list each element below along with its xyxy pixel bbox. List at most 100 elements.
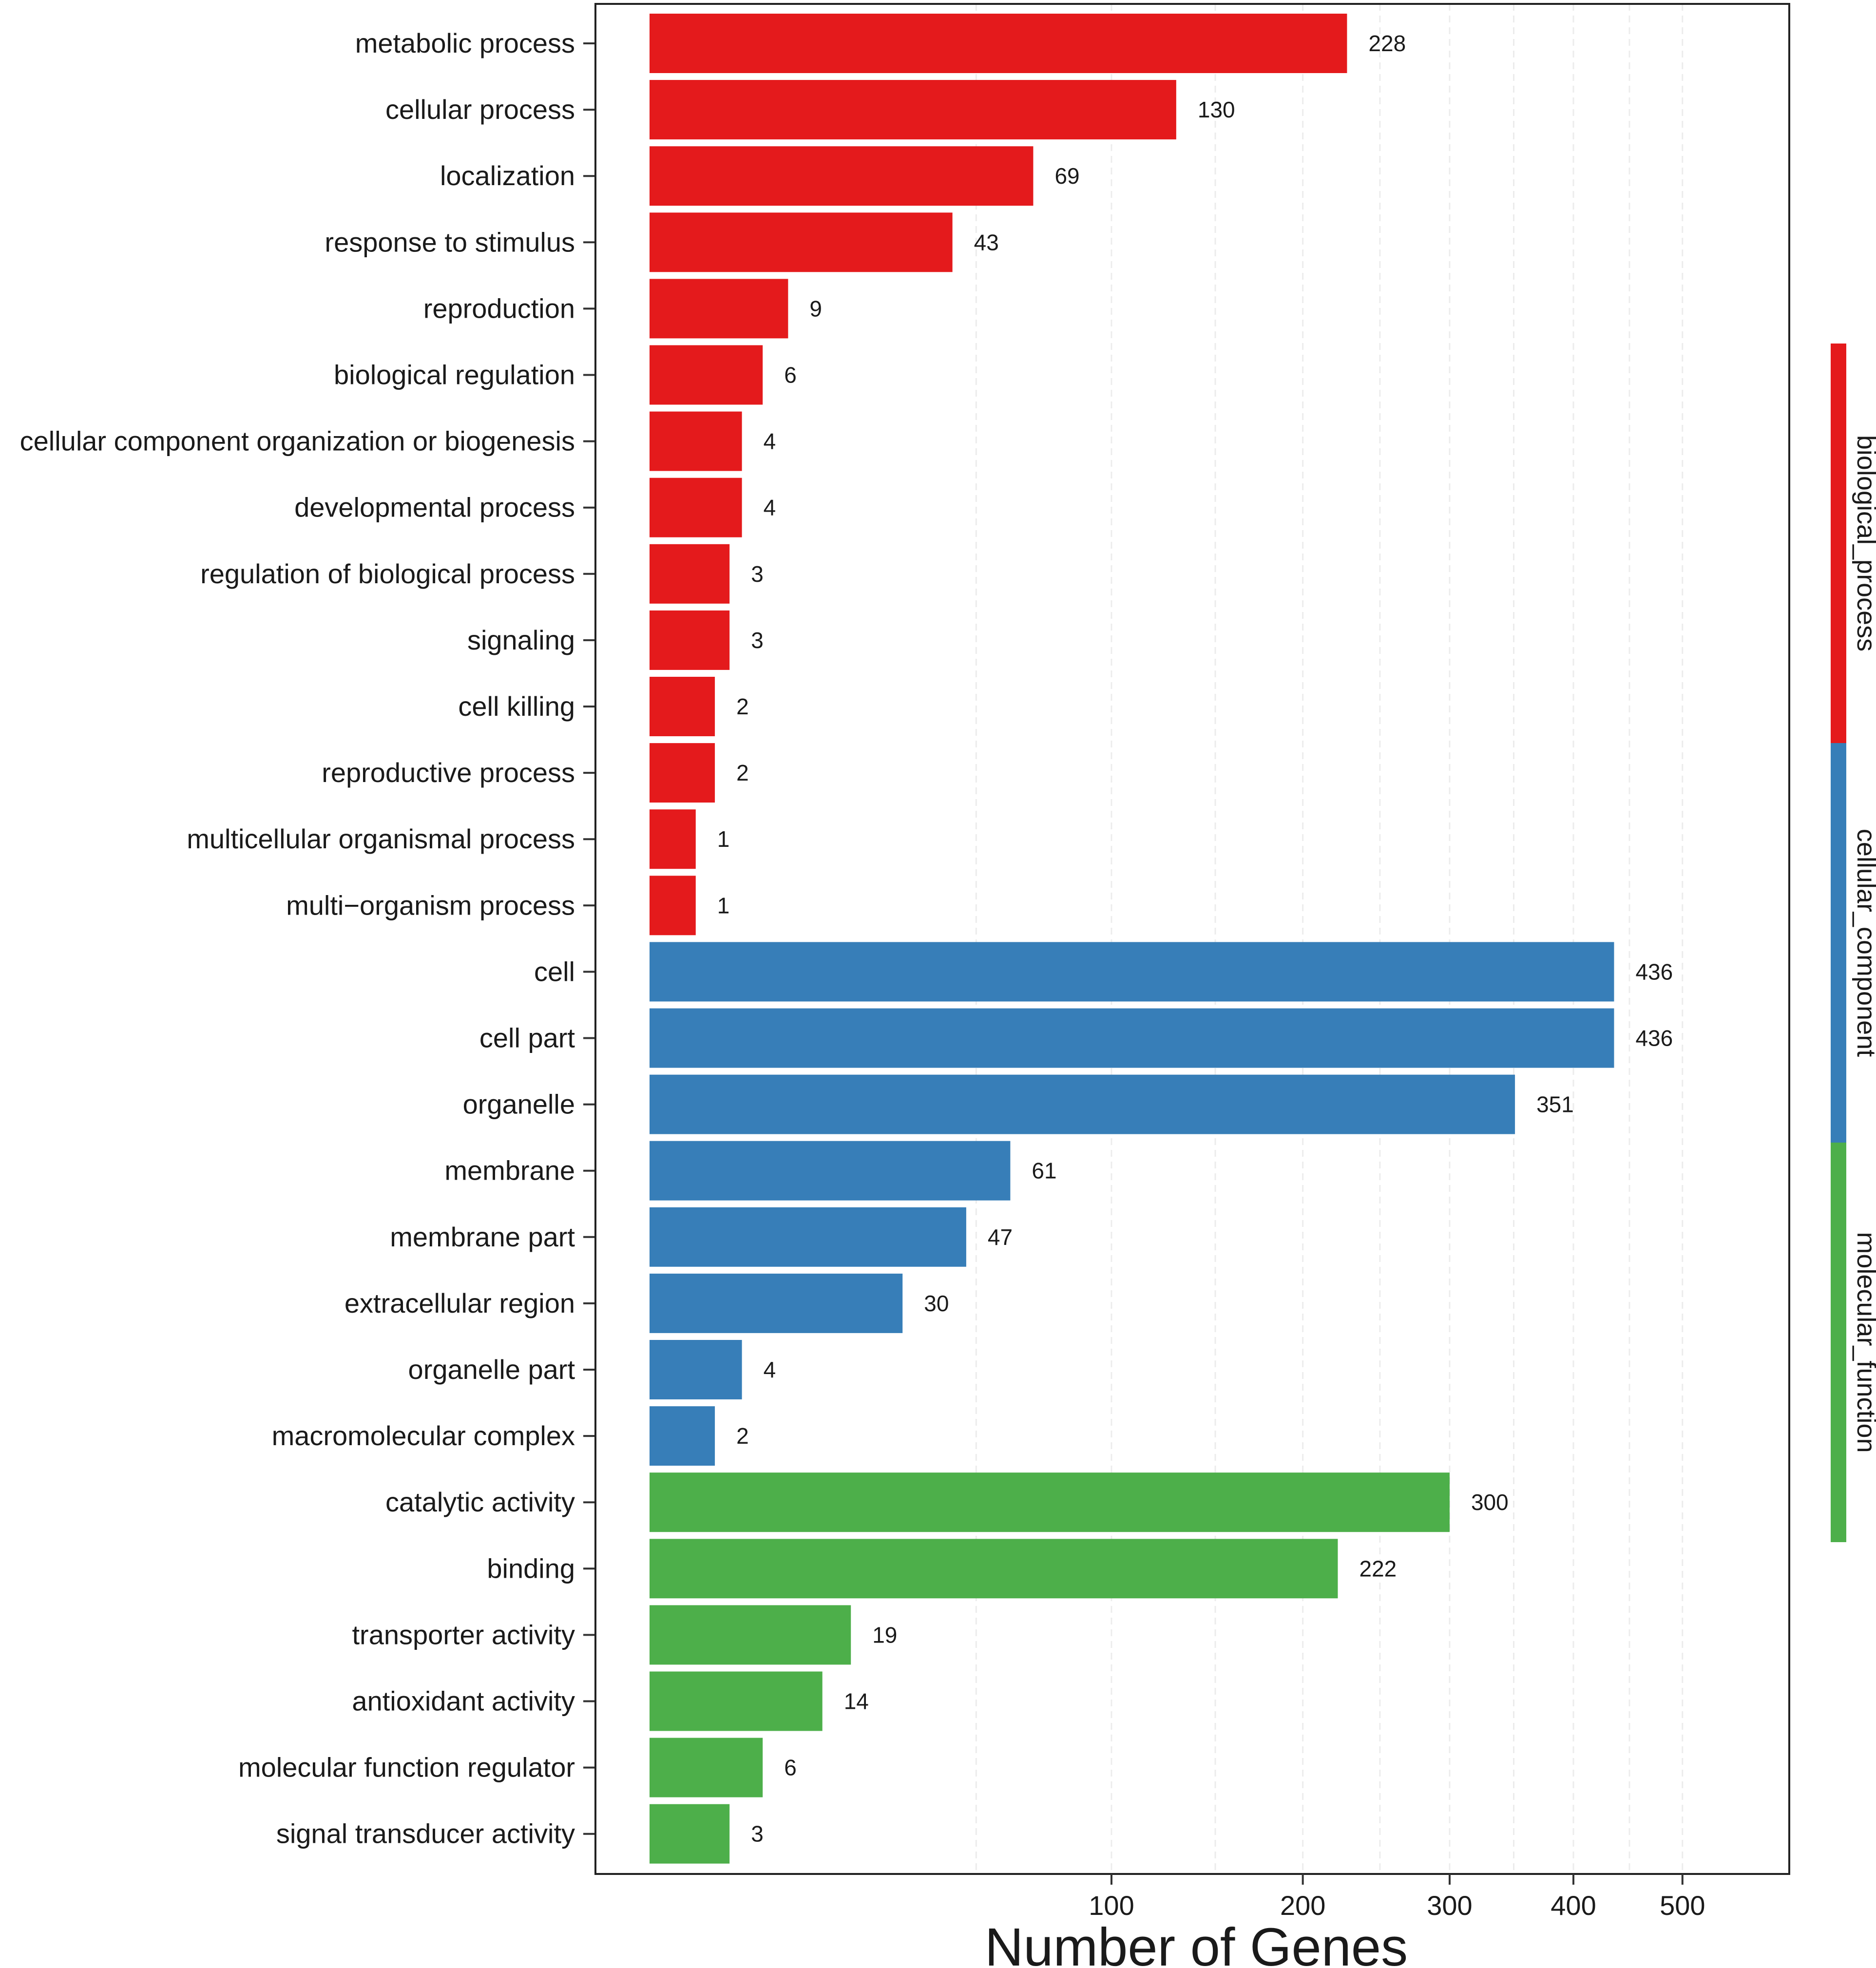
bar-value-label: 1	[717, 826, 730, 852]
bar-molecular_function	[650, 1738, 763, 1797]
category-label: cell killing	[458, 691, 575, 722]
bar-cellular_component	[650, 1141, 1011, 1201]
category-label: signaling	[467, 625, 575, 655]
legend-swatch-molecular_function	[1831, 1143, 1846, 1542]
category-label: binding	[487, 1553, 575, 1584]
legend-label-biological_process: biological_process	[1852, 435, 1876, 651]
bar-biological_process	[650, 146, 1034, 206]
bar-biological_process	[650, 677, 715, 736]
bar-value-label: 4	[764, 429, 776, 454]
legend-label-molecular_function: molecular_function	[1852, 1232, 1876, 1452]
category-label: regulation of biological process	[200, 558, 575, 589]
category-label: multi−organism process	[286, 890, 575, 920]
category-label: extracellular region	[345, 1288, 575, 1318]
bar-molecular_function	[650, 1671, 823, 1731]
x-tick-label: 500	[1660, 1890, 1705, 1921]
x-tick-label: 300	[1427, 1890, 1472, 1921]
bar-molecular_function	[650, 1605, 851, 1665]
bar-value-label: 436	[1635, 1026, 1673, 1051]
bar-biological_process	[650, 743, 715, 803]
bar-biological_process	[650, 212, 953, 272]
x-tick-label: 400	[1551, 1890, 1596, 1921]
category-label: signal transducer activity	[276, 1818, 575, 1849]
bar-biological_process	[650, 80, 1176, 140]
bar-value-label: 9	[809, 296, 822, 321]
bar-biological_process	[650, 279, 788, 339]
category-label: cell part	[479, 1023, 575, 1053]
bar-value-label: 1	[717, 893, 730, 918]
category-label: membrane	[444, 1155, 575, 1186]
x-tick-label: 100	[1089, 1890, 1134, 1921]
category-label: reproductive process	[322, 757, 575, 788]
category-label: biological regulation	[334, 360, 575, 390]
bar-cellular_component	[650, 1273, 903, 1333]
category-label: molecular function regulator	[238, 1752, 575, 1783]
bar-cellular_component	[650, 1008, 1614, 1068]
plot-panel-border	[594, 3, 1790, 1875]
bar-value-label: 4	[764, 495, 776, 520]
bar-value-label: 19	[872, 1622, 897, 1647]
category-label: cellular process	[385, 94, 575, 125]
bar-value-label: 130	[1198, 97, 1235, 122]
category-label: transporter activity	[352, 1619, 575, 1650]
bar-value-label: 43	[974, 229, 999, 255]
bar-value-label: 6	[784, 1755, 797, 1780]
bar-biological_process	[650, 876, 696, 936]
bar-value-label: 300	[1471, 1490, 1509, 1515]
bar-cellular_component	[650, 1207, 966, 1267]
category-label: cellular component organization or bioge…	[20, 426, 575, 457]
bar-value-label: 47	[988, 1224, 1013, 1250]
category-labels: metabolic process cellular process localiz…	[20, 28, 595, 1849]
bar-cellular_component	[650, 1340, 742, 1399]
bar-value-label: 4	[764, 1357, 776, 1382]
category-label: organelle part	[408, 1354, 575, 1385]
legend-label-cellular_component: cellular_component	[1852, 829, 1876, 1057]
category-label: catalytic activity	[385, 1487, 575, 1517]
bar-biological_process	[650, 610, 730, 670]
bar-biological_process	[650, 478, 742, 537]
category-label: developmental process	[294, 492, 575, 523]
category-label: cell	[534, 956, 575, 987]
category-label: organelle	[463, 1089, 575, 1120]
bar-value-label: 6	[784, 363, 797, 388]
x-axis-title: Number of Genes	[985, 1917, 1408, 1968]
x-tick-label: 200	[1280, 1890, 1325, 1921]
bar-value-label: 351	[1536, 1092, 1574, 1117]
bar-value-label: 14	[844, 1689, 869, 1714]
bar-molecular_function	[650, 1539, 1338, 1599]
category-label: reproduction	[423, 293, 575, 324]
bar-value-label: 2	[736, 760, 749, 785]
x-axis-ticks: 100 200 300 400 500	[1089, 1874, 1705, 1921]
category-label: metabolic process	[355, 28, 575, 58]
bar-value-label: 30	[924, 1291, 949, 1316]
bar-value-label: 61	[1032, 1158, 1056, 1184]
bar-value-label: 3	[751, 628, 764, 653]
bar-value-label: 228	[1368, 31, 1406, 56]
bar-cellular_component	[650, 1406, 715, 1466]
category-label: antioxidant activity	[352, 1686, 575, 1717]
bar-value-label: 3	[751, 1821, 764, 1847]
legend-swatch-biological_process	[1831, 344, 1846, 743]
bar-value-label: 3	[751, 561, 764, 587]
category-label: response to stimulus	[325, 227, 575, 257]
value-labels: 2281306943964433221143643635161473042300…	[717, 31, 1673, 1847]
bar-biological_process	[650, 411, 742, 471]
bar-biological_process	[650, 14, 1347, 73]
legend-swatch-cellular_component	[1831, 743, 1846, 1143]
category-label: membrane part	[390, 1222, 575, 1252]
bar-biological_process	[650, 809, 696, 869]
category-label: localization	[440, 160, 575, 191]
bar-cellular_component	[650, 942, 1614, 1002]
category-label: macromolecular complex	[272, 1420, 575, 1451]
bar-value-label: 436	[1635, 959, 1673, 984]
bar-biological_process	[650, 544, 730, 604]
bar-value-label: 2	[736, 694, 749, 719]
category-label: multicellular organismal process	[187, 823, 575, 854]
bar-molecular_function	[650, 1472, 1450, 1532]
bar-molecular_function	[650, 1804, 730, 1864]
bar-value-label: 222	[1359, 1556, 1397, 1581]
bars	[650, 14, 1614, 1864]
bar-value-label: 2	[736, 1423, 749, 1449]
bar-value-label: 69	[1054, 163, 1079, 189]
